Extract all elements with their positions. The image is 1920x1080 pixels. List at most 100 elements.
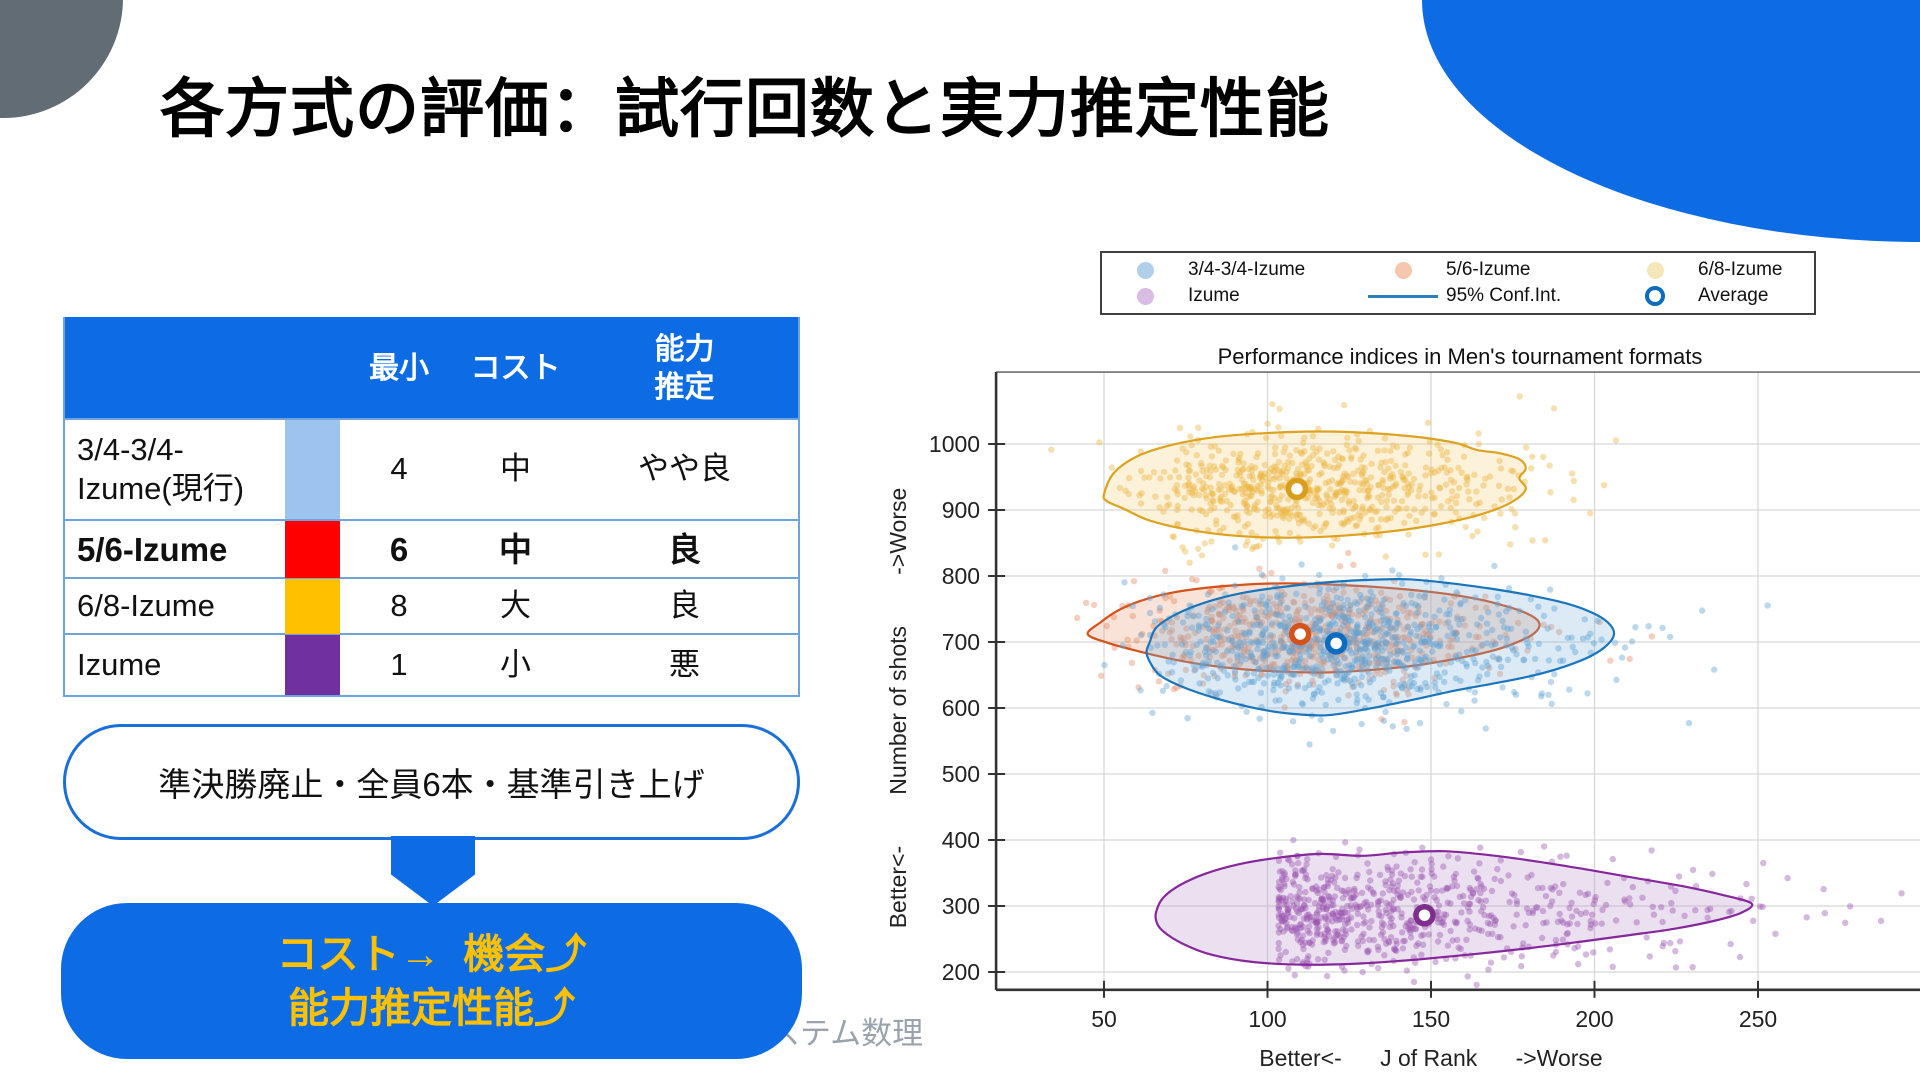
data-point bbox=[1401, 484, 1408, 492]
data-point bbox=[1279, 665, 1286, 672]
data-point bbox=[1318, 607, 1325, 614]
data-point bbox=[1408, 647, 1415, 654]
data-point bbox=[1353, 640, 1361, 647]
data-point bbox=[1360, 913, 1367, 920]
data-point bbox=[1257, 470, 1265, 477]
data-point bbox=[1253, 616, 1261, 624]
data-point bbox=[1290, 902, 1297, 909]
data-point bbox=[1458, 909, 1465, 916]
data-point bbox=[1898, 890, 1905, 897]
data-point bbox=[1332, 915, 1339, 922]
down-arrow-shape bbox=[391, 836, 475, 906]
data-point bbox=[1338, 909, 1345, 917]
data-point bbox=[1159, 687, 1167, 694]
data-point bbox=[1242, 500, 1249, 507]
data-point bbox=[1484, 670, 1491, 678]
data-point bbox=[1334, 464, 1341, 471]
data-point bbox=[1590, 640, 1597, 647]
data-point bbox=[1366, 868, 1373, 876]
data-point bbox=[1420, 931, 1427, 938]
data-point bbox=[1467, 893, 1475, 900]
data-point bbox=[1320, 657, 1328, 665]
data-point bbox=[1373, 606, 1380, 613]
data-point bbox=[1353, 630, 1360, 637]
data-point bbox=[1383, 940, 1390, 947]
data-point bbox=[1278, 910, 1285, 918]
data-point bbox=[1405, 925, 1412, 932]
row-color-swatch bbox=[285, 635, 340, 695]
data-point bbox=[1505, 872, 1512, 879]
data-point bbox=[1453, 919, 1460, 926]
data-point bbox=[1347, 638, 1354, 645]
data-point bbox=[1454, 855, 1461, 862]
data-point bbox=[1426, 883, 1434, 890]
data-point bbox=[1425, 630, 1432, 638]
data-point bbox=[1124, 636, 1131, 643]
data-point bbox=[1200, 659, 1207, 666]
legend-label: 3/4-3/4-Izume bbox=[1188, 259, 1306, 280]
data-point bbox=[1302, 874, 1309, 882]
data-point bbox=[1232, 627, 1239, 634]
data-point bbox=[1394, 906, 1401, 913]
data-point bbox=[1477, 844, 1484, 851]
data-point bbox=[1179, 654, 1186, 661]
data-point bbox=[1369, 889, 1377, 896]
data-point bbox=[1241, 523, 1249, 530]
data-point bbox=[1504, 485, 1512, 492]
data-point bbox=[1433, 670, 1441, 677]
data-point bbox=[1540, 453, 1547, 461]
data-point bbox=[1271, 679, 1278, 686]
data-point bbox=[1261, 649, 1268, 656]
data-point bbox=[1453, 629, 1460, 637]
data-point bbox=[1375, 639, 1382, 646]
data-point bbox=[1248, 492, 1255, 500]
data-point bbox=[1397, 892, 1404, 899]
data-point bbox=[1280, 507, 1287, 514]
data-point bbox=[1612, 437, 1620, 444]
data-point bbox=[1435, 467, 1442, 474]
data-point bbox=[1436, 673, 1443, 681]
data-point bbox=[1401, 519, 1408, 526]
data-point bbox=[1478, 927, 1485, 934]
data-point bbox=[1275, 903, 1282, 910]
data-point bbox=[1441, 669, 1448, 676]
data-point bbox=[1288, 923, 1296, 931]
data-point bbox=[1213, 633, 1221, 640]
data-point bbox=[1137, 500, 1145, 507]
data-point bbox=[1317, 874, 1325, 881]
data-point bbox=[1199, 467, 1206, 475]
data-point bbox=[1324, 656, 1332, 663]
data-point bbox=[1334, 931, 1342, 938]
data-point bbox=[1877, 917, 1885, 925]
data-point bbox=[1353, 874, 1360, 882]
data-point bbox=[1391, 626, 1398, 633]
data-point bbox=[1393, 659, 1401, 666]
data-point bbox=[1268, 620, 1275, 627]
data-point bbox=[1165, 670, 1172, 677]
data-point bbox=[1366, 675, 1373, 683]
data-point bbox=[1374, 447, 1382, 454]
data-point bbox=[1243, 594, 1251, 602]
data-point bbox=[1313, 448, 1320, 456]
data-point bbox=[1254, 498, 1261, 506]
data-point bbox=[1295, 909, 1303, 917]
data-point bbox=[1185, 462, 1193, 469]
data-point bbox=[1354, 652, 1361, 659]
data-point bbox=[1195, 492, 1203, 499]
data-point bbox=[1364, 860, 1371, 867]
data-point bbox=[1541, 537, 1549, 544]
data-point bbox=[1244, 648, 1252, 656]
data-point bbox=[1368, 601, 1376, 608]
data-point bbox=[1385, 938, 1392, 945]
data-point bbox=[1349, 664, 1356, 671]
data-point bbox=[1308, 643, 1315, 650]
data-point bbox=[1398, 661, 1405, 668]
data-point bbox=[1301, 434, 1308, 442]
data-point bbox=[1505, 585, 1513, 592]
data-point bbox=[1272, 642, 1279, 650]
data-point bbox=[1273, 501, 1280, 509]
data-point bbox=[1711, 666, 1718, 673]
data-point bbox=[1380, 621, 1387, 628]
data-point bbox=[1279, 506, 1286, 514]
data-point bbox=[1320, 459, 1327, 466]
